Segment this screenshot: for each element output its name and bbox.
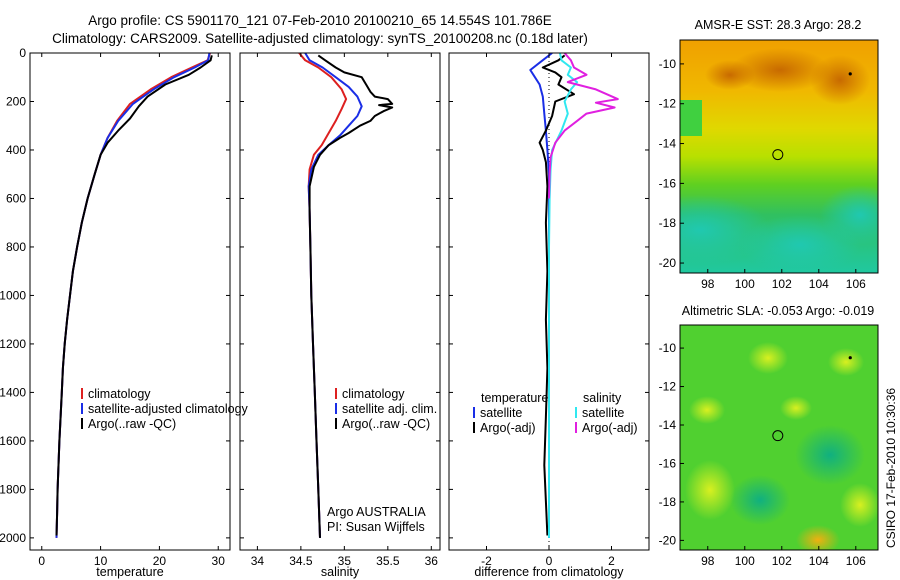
difference-series-line-2 [548,53,579,538]
depth-tick-label: 1400 [0,385,26,399]
sla-argo-position-marker [772,430,784,442]
salinity-legend-label: climatology [342,387,405,401]
diff-legend-salinity-header: salinity [583,391,622,405]
sla-map-x-tick-label: 98 [701,554,715,568]
temperature-x-axis-label: temperature [96,565,163,579]
sla-map-x-tick-label: 102 [772,554,792,568]
depth-tick-label: 1000 [0,288,26,302]
argo-pi-label: PI: Susan Wijffels [327,520,425,534]
depth-tick-label: 400 [6,143,26,157]
sla-map-y-tick-label: -20 [659,533,677,547]
temperature-series-line-1 [55,53,211,538]
sst-map-y-tick-label: -12 [659,97,677,111]
sla-map-title: Altimetric SLA: -0.053 Argo: -0.019 [681,304,875,318]
salinity-panel: 34 34.5 35 35.5 36 salinity climatologysatelli… [239,52,441,579]
depth-tick-label: 1600 [0,434,26,448]
sst-argo-position-marker [772,149,784,161]
temperature-legend-label: satellite-adjusted climatology [88,402,249,416]
chart-layer: 0 10 20 30020040060080010001200140016001800… [0,39,879,579]
sla-map-y-tick-label: -10 [659,341,677,355]
sst-map-x-tick-label: 100 [735,277,755,291]
sst-map-x-tick-label: 106 [846,277,866,291]
depth-tick-label: 2000 [0,531,26,545]
salinity-x-tick-label: 35.5 [376,554,400,568]
diff-legend-label: Argo(-adj) [582,421,638,435]
temperature-panel: 0 10 20 30 0 200 400 600 800 1000 1200 1400 1600 1800… [0,46,249,579]
sst-map-axes: 98 100 102 104 106 -10 -12 -14 -16 -18 -20 [659,39,879,291]
sla-map-y-tick-label: -14 [659,418,677,432]
difference-series-line-3 [548,53,619,199]
salinity-series-line-2 [308,54,394,538]
sst-map-x-tick-label: 98 [701,277,715,291]
sst-map-y-tick-label: -10 [659,57,677,71]
salinity-axes-frame [239,52,441,551]
temperature-legend-label: climatology [88,387,151,401]
sla-map-axes: 98 100 102 104 106 -10 -12 -14 -16 -18 -20 [659,324,879,568]
diff-legend-temperature-header: temperature [481,391,548,405]
difference-plot-area [529,53,619,550]
sla-map-x-tick-label: 100 [735,554,755,568]
salinity-x-tick-label: 35 [338,554,352,568]
diff-legend-label: Argo(-adj) [480,421,536,435]
depth-tick-label: 200 [6,94,26,108]
difference-x-tick-label: 0 [546,554,553,568]
salinity-x-tick-label: 34.5 [289,554,313,568]
temperature-x-tick-label: 20 [153,554,167,568]
temperature-axes-frame [29,52,231,551]
depth-tick-label: 600 [6,191,26,205]
salinity-x-axis-label: salinity [321,565,360,579]
sla-island-dot [848,356,852,360]
sst-map [680,40,878,273]
salinity-legend-label: satellite adj. clim. [342,402,437,416]
sst-island-dot [848,72,852,76]
sst-map-x-tick-label: 104 [809,277,829,291]
salinity-x-tick-label: 36 [425,554,439,568]
figure-title-line2: Climatology: CARS2009. Satellite-adjuste… [52,31,588,46]
depth-tick-label: 1800 [0,482,26,496]
temperature-legend-label: Argo(..raw -QC) [88,417,176,431]
diff-legend-label: satellite [582,406,624,420]
sla-map-y-tick-label: -16 [659,456,677,470]
sla-map-x-tick-label: 104 [809,554,829,568]
sst-map-frame [679,39,879,274]
sst-map-y-tick-label: -18 [659,216,677,230]
salinity-series-line-0 [298,53,348,538]
sst-map-title: AMSR-E SST: 28.3 Argo: 28.2 [694,18,862,32]
difference-x-tick-label: -2 [481,554,492,568]
sla-map-y-tick-label: -12 [659,380,677,394]
sla-map-frame [679,324,879,551]
salinity-legend-label: Argo(..raw -QC) [342,417,430,431]
salinity-x-tick-label: 34 [251,554,265,568]
difference-x-axis-label: difference from climatology [474,565,624,579]
temperature-x-tick-label: 0 [38,554,45,568]
sst-map-y-tick-label: -14 [659,137,677,151]
temperature-x-tick-label: 30 [212,554,226,568]
sst-map-y-tick-label: -16 [659,176,677,190]
salinity-plot-area [298,53,394,538]
diff-legend-label: satellite [480,406,522,420]
depth-tick-label: 800 [6,240,26,254]
depth-tick-label: 0 [19,46,26,60]
sla-map [680,325,878,550]
temperature-x-tick-label: 10 [94,554,108,568]
sst-map-x-tick-label: 102 [772,277,792,291]
sla-map-x-tick-label: 106 [846,554,866,568]
figure-title-line1: Argo profile: CS 5901170_121 07-Feb-2010… [88,13,552,28]
sst-map-y-tick-label: -20 [659,256,677,270]
difference-x-tick-label: 2 [608,554,615,568]
temperature-series-line-2 [55,55,213,536]
temperature-series-line-0 [55,53,211,538]
sla-map-y-tick-label: -18 [659,495,677,509]
argo-owner-label: Argo AUSTRALIA [327,505,426,519]
temperature-plot-area [55,53,213,538]
depth-tick-label: 1200 [0,337,26,351]
difference-series-line-1 [538,54,575,536]
